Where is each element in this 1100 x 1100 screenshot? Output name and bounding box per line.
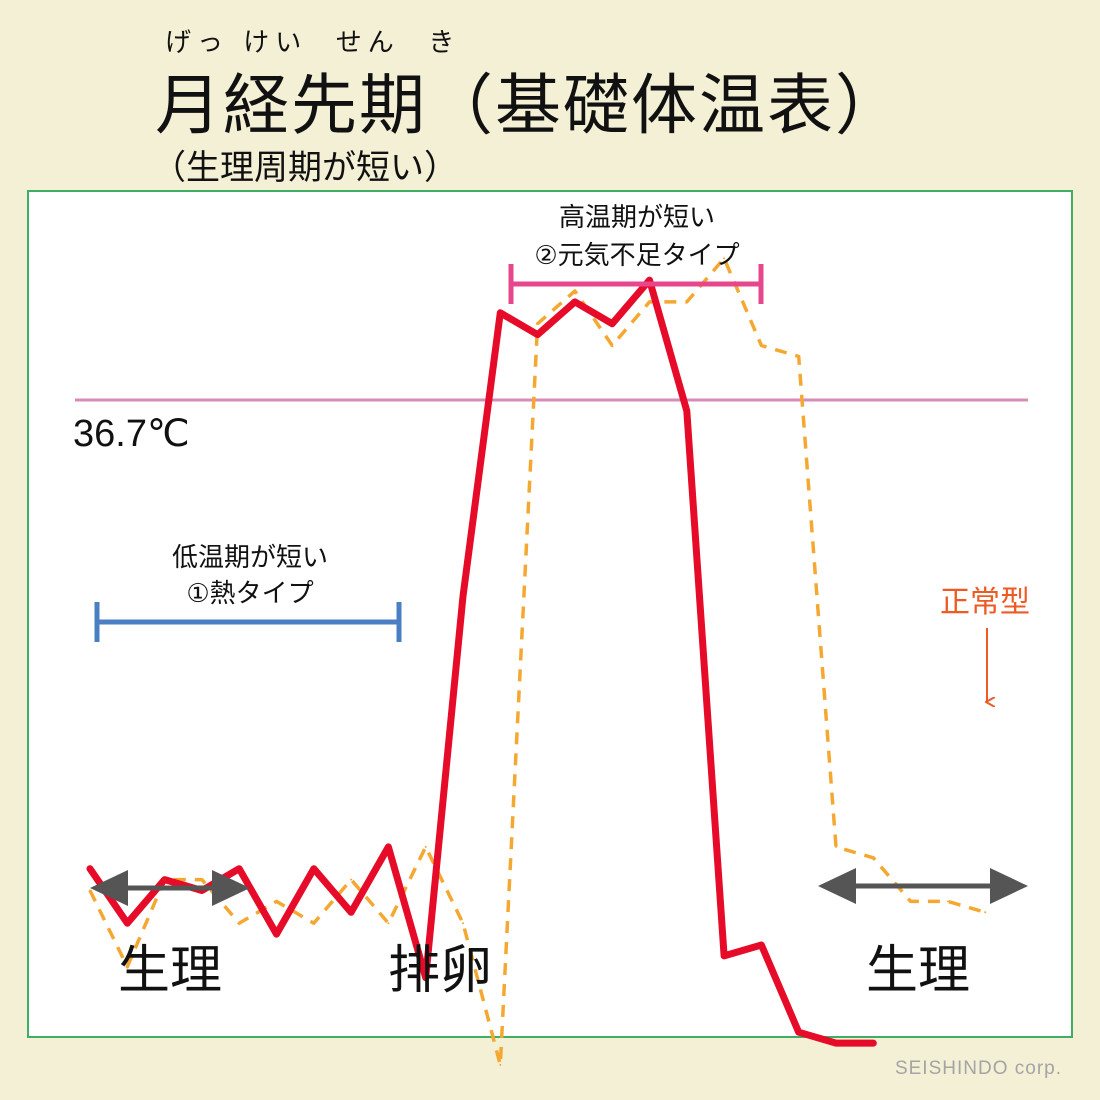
series-main-points [89,279,875,1045]
main-point-18 [760,944,763,946]
main-point-14 [611,322,614,325]
normal-point-10 [462,922,464,925]
series-normal-points [89,257,987,1066]
normal-point-14 [611,344,614,347]
normal-point-8 [387,922,390,925]
normal-point-0 [89,889,91,892]
threshold-label: 36.7℃ [73,413,190,455]
main-point-19 [797,1031,800,1034]
main-point-16 [685,409,688,412]
phase-label-menstruation-2: 生理 [866,941,970,1001]
normal-point-22 [909,900,912,903]
normal-point-21 [872,856,875,859]
normal-point-7 [350,878,353,881]
main-point-4 [238,867,241,870]
main-point-5 [275,933,278,936]
page-subtitle: （生理周期が短い） [152,148,458,188]
credit-text: SEISHINDO corp. [894,1058,1062,1079]
main-point-7 [350,911,353,914]
main-point-8 [387,845,390,848]
main-point-2 [163,878,166,881]
low-period-label-line1: 低温期が短い [172,543,328,573]
chart-frame [27,190,1073,1038]
main-point-13 [573,300,576,303]
main-point-11 [499,311,502,314]
main-point-17 [723,954,726,957]
main-point-6 [312,867,315,870]
phase-label-menstruation-1: 生理 [118,941,222,1001]
normal-point-6 [312,922,315,925]
high-period-label-line1: 高温期が短い [559,203,715,233]
page-title: 月経先期（基礎体温表） [155,67,903,144]
normal-point-5 [275,900,278,903]
low-period-label-line2: ①熱タイプ [186,579,313,609]
main-point-10 [462,595,464,598]
main-point-0 [89,867,91,870]
main-point-21 [872,1042,875,1045]
normal-point-13 [573,290,576,292]
normal-point-3 [200,878,203,881]
normal-point-19 [797,355,800,358]
menstruation-arrow-left [90,870,250,906]
main-point-12 [536,333,539,336]
series-main-line [86,276,877,1047]
normal-point-17 [723,257,726,260]
normal-point-11 [499,1063,502,1066]
normal-point-9 [424,845,427,848]
normal-point-24 [984,911,987,914]
high-period-bracket [508,264,764,304]
normal-point-15 [648,300,651,303]
normal-point-4 [238,922,241,925]
series-normal-line [88,256,986,1067]
normal-point-12 [536,322,539,325]
phase-label-ovulation: 排卵 [388,941,492,1001]
normal-point-23 [946,900,949,903]
main-point-1 [126,922,129,925]
normal-point-20 [835,845,837,848]
main-point-15 [648,279,651,282]
main-point-20 [835,1042,837,1045]
normal-point-16 [685,300,688,303]
normal-point-18 [760,344,763,347]
normal-type-label: 正常型 [940,585,1030,620]
title-ruby: げっ けい せん き [165,28,461,58]
main-point-9 [424,976,427,979]
normal-point-1 [126,965,129,968]
low-period-bracket [94,602,402,642]
menstruation-arrow-right [818,868,1028,904]
high-period-label-line2: ②元気不足タイプ [534,241,739,271]
